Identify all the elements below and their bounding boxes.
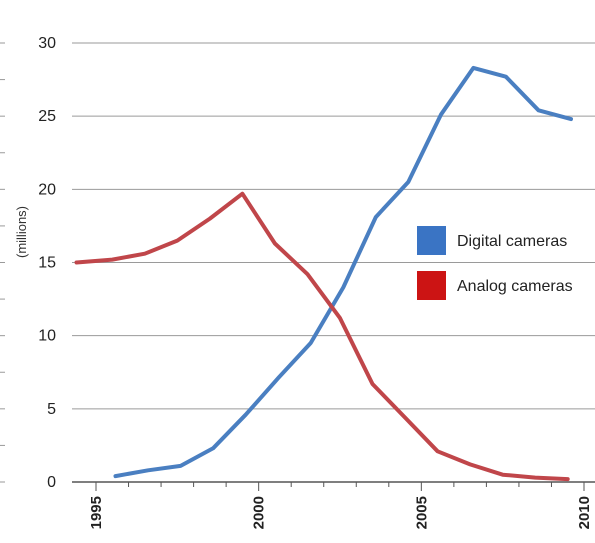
series-lines [74,65,573,482]
y-tick-label: 30 [38,35,56,52]
x-tick-label: 2010 [576,496,593,529]
y-tick-label: 15 [38,255,56,272]
series-line-digital-cameras [113,65,573,479]
legend-label: Analog cameras [457,278,573,295]
x-tick-label: 2005 [413,496,430,529]
y-tick-label: 5 [47,401,56,418]
y-tick-label: 0 [47,474,56,491]
legend: Digital cameras Analog cameras [417,226,573,300]
x-axis: 1995 2000 2005 2010 [88,482,593,529]
gridlines [72,42,595,483]
legend-label: Digital cameras [457,233,567,250]
y-tick-label: 25 [38,108,56,125]
y-axis: 0 5 10 15 20 25 30 [0,35,56,491]
x-tick-label: 1995 [88,496,105,529]
legend-swatch [417,226,446,255]
y-axis-label: (millions) [14,206,29,258]
series-line-analog-cameras [74,191,570,482]
legend-swatch [417,271,446,300]
x-tick-label: 2000 [251,496,268,529]
y-tick-label: 10 [38,328,56,345]
y-tick-label: 20 [38,181,56,198]
